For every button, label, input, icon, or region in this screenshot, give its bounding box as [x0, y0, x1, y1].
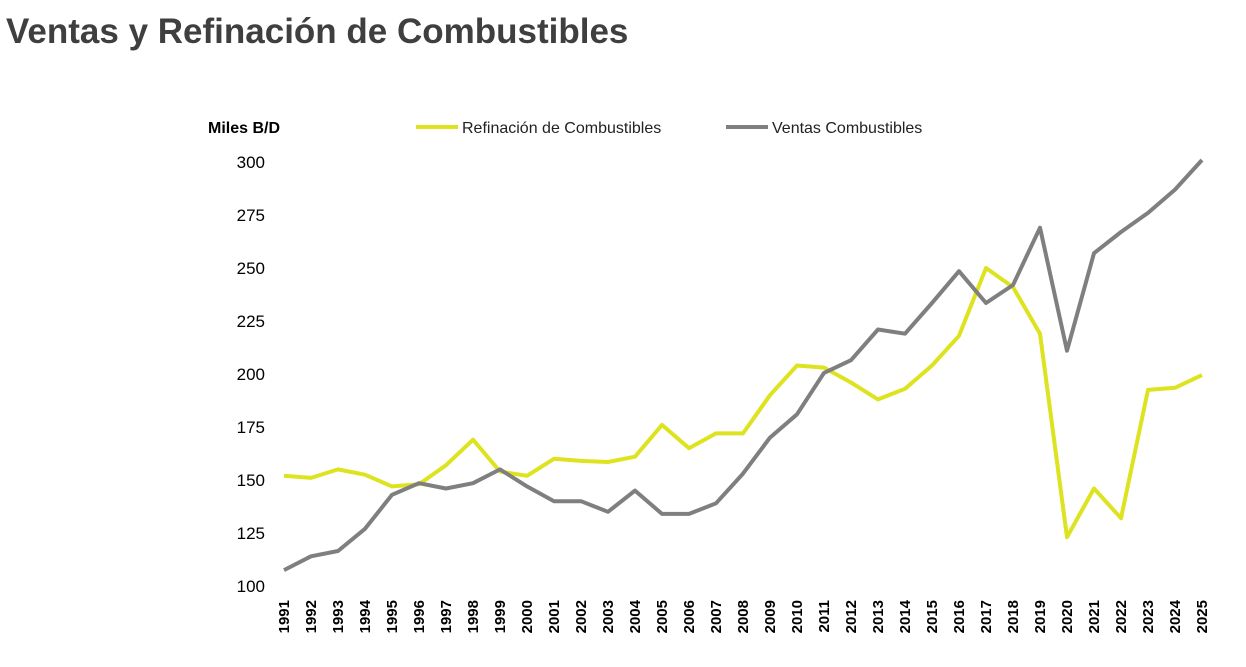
x-tick-label: 1993 — [330, 600, 347, 633]
x-tick-label: 1999 — [492, 600, 509, 633]
x-tick-label: 2007 — [708, 600, 725, 633]
x-tick-label: 1991 — [276, 600, 293, 633]
y-tick-label: 100 — [237, 577, 265, 596]
x-tick-label: 2012 — [843, 600, 860, 633]
x-tick-label: 2011 — [816, 600, 833, 633]
x-tick-label: 2001 — [546, 600, 563, 633]
legend-label-ventas: Ventas Combustibles — [772, 120, 922, 137]
x-tick-label: 2025 — [1194, 600, 1211, 633]
x-tick-label: 2019 — [1032, 600, 1049, 633]
x-tick-label: 1996 — [411, 600, 428, 633]
x-tick-label: 2020 — [1059, 600, 1076, 633]
x-tick-label: 2022 — [1113, 600, 1130, 633]
x-tick-label: 1994 — [357, 599, 374, 633]
legend-label-refinacion: Refinación de Combustibles — [462, 120, 661, 137]
x-tick-label: 2013 — [870, 600, 887, 633]
series-lines — [283, 158, 1204, 572]
series-line-ventas — [283, 158, 1204, 572]
y-axis-unit-label: Miles B/D — [208, 120, 280, 137]
x-tick-label: 2017 — [978, 600, 995, 633]
x-tick-label: 2018 — [1005, 600, 1022, 633]
y-axis: 100 125 150 175 200 225 250 275 300 — [237, 153, 265, 596]
x-tick-label: 2016 — [951, 600, 968, 633]
x-tick-label: 2023 — [1140, 600, 1157, 633]
y-tick-label: 200 — [237, 365, 265, 384]
x-tick-label: 2021 — [1086, 600, 1103, 633]
x-tick-label: 1992 — [303, 600, 320, 633]
y-tick-label: 300 — [237, 153, 265, 172]
x-tick-label: 2014 — [897, 599, 914, 633]
x-tick-label: 2005 — [654, 600, 671, 633]
y-tick-label: 125 — [237, 524, 265, 543]
chart-title: Ventas y Refinación de Combustibles — [6, 12, 629, 51]
x-tick-label: 1998 — [465, 600, 482, 633]
x-tick-label: 2009 — [762, 600, 779, 633]
x-tick-label: 2000 — [519, 600, 536, 633]
y-tick-label: 250 — [237, 259, 265, 278]
y-tick-label: 150 — [237, 471, 265, 490]
x-tick-label: 2010 — [789, 600, 806, 633]
y-tick-label: 175 — [237, 418, 265, 437]
x-tick-label: 1995 — [384, 600, 401, 633]
legend: Refinación de Combustibles Ventas Combus… — [416, 120, 922, 137]
x-tick-label: 2002 — [573, 600, 590, 633]
x-tick-label: 1997 — [438, 600, 455, 633]
x-tick-label: 2004 — [627, 599, 644, 633]
series-line-refinacion — [283, 266, 1203, 540]
x-tick-label: 2024 — [1167, 599, 1184, 633]
y-tick-label: 225 — [237, 312, 265, 331]
x-tick-label: 2006 — [681, 600, 698, 633]
x-tick-label: 2003 — [600, 600, 617, 633]
x-axis: 1991 1992 1993 1994 1995 1996 1997 1998 1999 2000… — [276, 599, 1211, 633]
x-tick-label: 2015 — [924, 600, 941, 633]
x-tick-label: 2008 — [735, 600, 752, 633]
y-tick-label: 275 — [237, 206, 265, 225]
